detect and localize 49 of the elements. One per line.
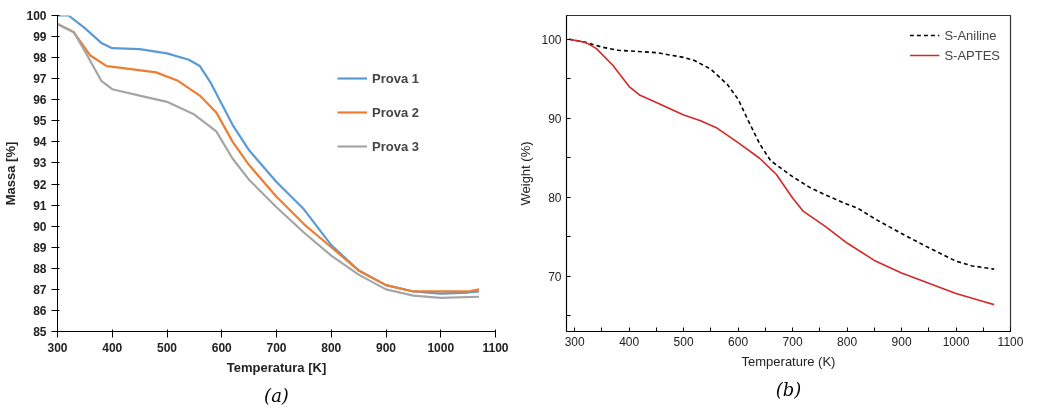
x-tick-label: 800	[321, 340, 342, 355]
y-axis-title: Massa [%]	[3, 141, 19, 206]
x-axis-title: Temperatura [K]	[226, 359, 327, 375]
y-tick-label: 86	[33, 303, 47, 318]
x-tick-label: 1000	[942, 334, 970, 349]
legend-label: Prova 3	[372, 138, 419, 154]
legend-label: S-APTES	[944, 47, 1000, 63]
y-tick-label: 88	[33, 261, 47, 276]
text: (b)	[775, 378, 802, 400]
x-tick-label: 300	[564, 334, 586, 349]
x-tick-label: 300	[47, 340, 68, 355]
y-tick-label: 87	[33, 282, 47, 297]
y-axis-title: Weight (%)	[518, 141, 534, 206]
y-tick-label: 93	[33, 156, 47, 171]
y-tick-label: 99	[33, 30, 47, 45]
x-tick-label: 400	[102, 340, 123, 355]
y-tick-label: 90	[33, 219, 47, 234]
x-axis-title: Temperature (K)	[741, 353, 836, 369]
x-tick-label: 600	[728, 334, 749, 349]
y-tick-label: 90	[548, 111, 562, 126]
x-tick-label: 700	[266, 340, 287, 355]
y-tick-label: 95	[33, 114, 47, 129]
legend-label: S-Aniline	[944, 27, 997, 43]
x-tick-label: 700	[782, 334, 803, 349]
x-tick-label: 600	[211, 340, 233, 355]
x-tick-label: 1100	[997, 334, 1024, 349]
text: (a)	[264, 384, 289, 406]
y-tick-label: 70	[548, 269, 562, 284]
x-tick-label: 1000	[427, 340, 455, 355]
x-tick-label: 900	[891, 334, 912, 349]
y-tick-label: 100	[26, 9, 47, 23]
y-tick-label: 89	[33, 240, 47, 255]
x-tick-label: 500	[156, 340, 178, 355]
y-tick-label: 97	[33, 72, 47, 87]
x-tick-label: 800	[837, 334, 858, 349]
x-tick-label: 400	[619, 334, 640, 349]
y-tick-label: 85	[33, 325, 47, 339]
y-tick-label: 98	[33, 51, 47, 66]
x-tick-label: 900	[375, 340, 397, 355]
y-tick-label: 91	[33, 198, 47, 213]
x-tick-label: 1100	[482, 340, 509, 355]
x-tick-label: 500	[673, 334, 694, 349]
y-tick-label: 96	[33, 93, 47, 108]
y-tick-label: 94	[33, 135, 47, 150]
legend-label: Prova 2	[372, 104, 419, 120]
y-tick-label: 80	[548, 190, 562, 205]
legend-label: Prova 1	[372, 70, 419, 86]
y-tick-label: 92	[33, 177, 47, 192]
y-tick-label: 100	[541, 32, 562, 47]
